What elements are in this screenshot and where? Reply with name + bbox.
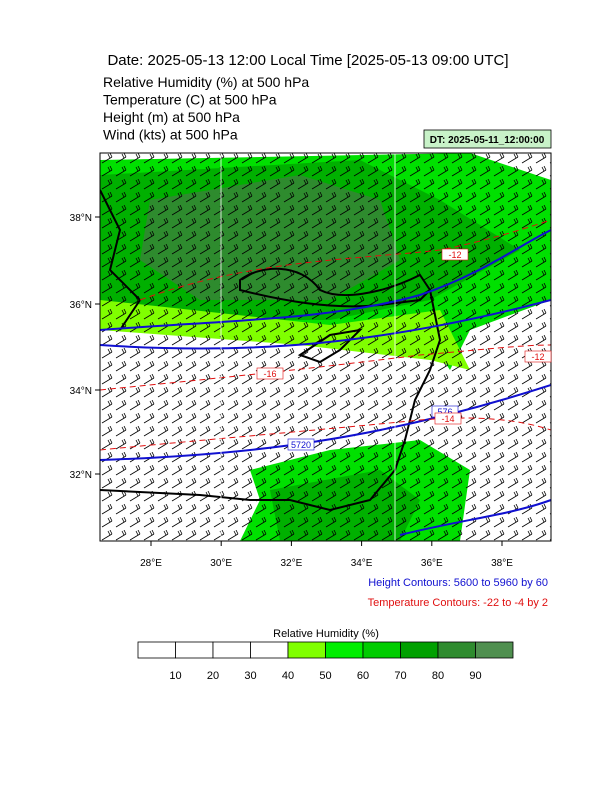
contour-label-box — [434, 412, 462, 425]
colorbar-label: 30 — [244, 670, 256, 682]
title: Date: 2025-05-13 12:00 Local Time [2025-… — [107, 52, 508, 69]
colorbar-box — [325, 641, 364, 659]
height-contour — [100, 384, 551, 461]
contour-label: 576 — [437, 407, 452, 417]
colorbar-box — [287, 641, 326, 659]
colorbar-label: 10 — [169, 670, 181, 682]
colorbar-box — [250, 641, 289, 659]
temp-contour — [100, 417, 551, 451]
colorbar-box — [437, 641, 476, 659]
temp-contour — [100, 344, 551, 391]
coastline — [239, 267, 432, 308]
temp-info: Temperature Contours: -22 to -4 by 2 — [368, 597, 548, 609]
lon-label: 32°E — [281, 558, 303, 569]
colorbar-label: 60 — [357, 670, 369, 682]
lon-label: 36°E — [421, 558, 443, 569]
init-time: DT: 2025-05-11_12:00:00 — [430, 135, 545, 146]
colorbar-title: Relative Humidity (%) — [273, 628, 379, 640]
lon-label: 28°E — [140, 558, 162, 569]
contour-label: -12 — [531, 352, 544, 362]
contour-label-box — [256, 367, 284, 380]
height-contour — [100, 299, 551, 350]
field-line: Relative Humidity (%) at 500 hPa — [103, 74, 309, 90]
map-frame — [99, 152, 552, 542]
colorbar-box — [475, 641, 514, 659]
contour-label: 5720 — [291, 440, 311, 450]
contour-label: -12 — [448, 250, 461, 260]
colorbar-label: 50 — [319, 670, 331, 682]
lat-label: 32°N — [70, 470, 92, 481]
coastline — [100, 289, 442, 512]
colorbar-label: 70 — [394, 670, 406, 682]
lon-label: 34°E — [351, 558, 373, 569]
contour-label-box — [287, 438, 315, 451]
colorbar-label: 40 — [282, 670, 294, 682]
map-area — [100, 153, 551, 541]
height-contour — [399, 499, 551, 536]
contour-label: -16 — [263, 369, 276, 379]
wind-barbs — [100, 153, 551, 541]
colorbar-box — [175, 641, 214, 659]
field-line: Wind (kts) at 500 hPa — [103, 127, 238, 143]
init-box — [423, 129, 552, 149]
lat-label: 36°N — [70, 300, 92, 311]
lat-label: 34°N — [70, 386, 92, 397]
colorbar-box — [400, 641, 439, 659]
colorbar-label: 80 — [432, 670, 444, 682]
lon-label: 30°E — [210, 558, 232, 569]
contour-label-box — [524, 350, 552, 363]
colorbar-label: 90 — [469, 670, 481, 682]
colorbar-label: 20 — [207, 670, 219, 682]
colorbar-box — [212, 641, 251, 659]
colorbar-box — [137, 641, 176, 659]
coastline — [100, 189, 142, 331]
colorbar-box — [362, 641, 401, 659]
contour-label-box — [441, 248, 469, 261]
field-line: Height (m) at 500 hPa — [103, 109, 240, 125]
height-info: Height Contours: 5600 to 5960 by 60 — [368, 577, 548, 589]
contour-label: -14 — [441, 414, 454, 424]
field-line: Temperature (C) at 500 hPa — [103, 92, 277, 108]
lon-label: 38°E — [491, 558, 513, 569]
height-contour — [100, 229, 551, 331]
lat-label: 38°N — [70, 213, 92, 224]
